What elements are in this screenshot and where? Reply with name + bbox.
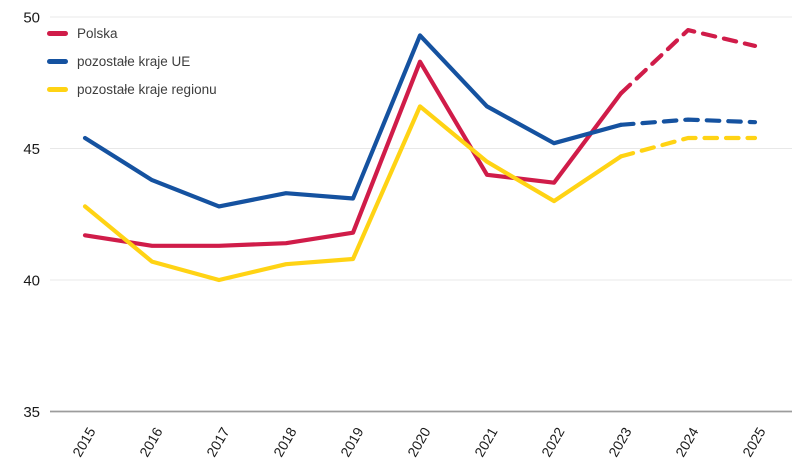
x-tick-label: 2024	[672, 424, 702, 459]
y-tick-label: 40	[23, 273, 40, 290]
x-tick-label: 2019	[337, 424, 367, 459]
legend-label-pozostale-kraje-regionu: pozostałe kraje regionu	[77, 81, 217, 97]
series-forecast-line-pozosta-e-kraje-ue	[618, 117, 758, 127]
x-tick-label: 2017	[203, 424, 233, 459]
legend-item-pozostale-kraje-ue: pozostałe kraje UE	[47, 47, 217, 75]
y-tick-label: 50	[23, 10, 40, 27]
x-tick-label: 2025	[739, 424, 769, 459]
series-line-pozosta-e-kraje-ue	[82, 33, 624, 209]
x-tick-label: 2020	[404, 424, 434, 459]
legend-swatch-red	[47, 30, 68, 36]
x-tick-label: 2016	[136, 424, 166, 459]
x-tick-label: 2022	[538, 424, 568, 459]
legend: Polska pozostałe kraje UE pozostałe kraj…	[47, 19, 217, 103]
legend-swatch-yellow	[47, 86, 68, 92]
x-tick-label: 2023	[605, 424, 635, 459]
y-tick-label: 35	[23, 404, 40, 421]
legend-item-pozostale-kraje-regionu: pozostałe kraje regionu	[47, 75, 217, 103]
x-tick-label: 2018	[270, 424, 300, 459]
x-tick-label: 2015	[69, 424, 99, 459]
series-forecast-line-polska	[618, 28, 758, 96]
legend-swatch-blue	[47, 58, 68, 64]
series-forecast-line-pozosta-e-kraje-regionu	[618, 135, 758, 159]
legend-item-polska: Polska	[47, 19, 217, 47]
series-line-pozosta-e-kraje-regionu	[82, 104, 624, 283]
series-line-polska	[82, 59, 624, 248]
legend-label-pozostale-kraje-ue: pozostałe kraje UE	[77, 53, 191, 69]
y-tick-label: 45	[23, 141, 40, 158]
x-tick-label: 2021	[471, 424, 501, 459]
legend-label-polska: Polska	[77, 25, 118, 41]
